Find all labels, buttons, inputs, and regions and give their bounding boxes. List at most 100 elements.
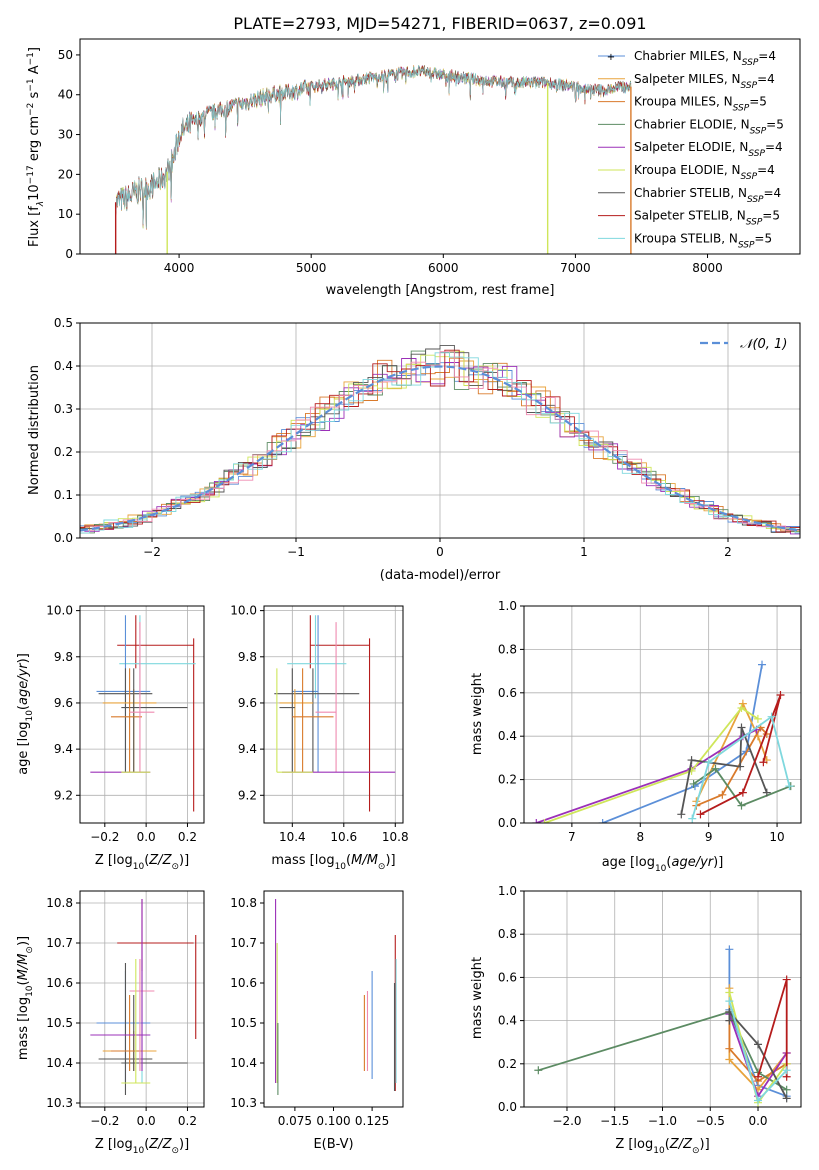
weight-line-chabrier_stelib: [728, 1009, 788, 1099]
label-part: )]: [713, 855, 723, 870]
label-part: Kroupa MILES, N: [634, 95, 733, 109]
label-part: SSP: [746, 218, 763, 228]
histogram-kroupa_stelib: [80, 352, 800, 534]
label-part: s: [27, 91, 42, 102]
label-part: mass [log: [271, 853, 334, 868]
ytick-label: 0: [65, 247, 73, 261]
label-part: mass [log: [16, 997, 31, 1060]
weight-point-chabrier_elodie: [711, 764, 720, 773]
xtick-label: 10.8: [382, 830, 409, 844]
label-part: (: [144, 1137, 149, 1152]
weight-point-salpeter_miles: [725, 1055, 734, 1064]
xtick-label: 7000: [560, 261, 591, 275]
ytick-label: 0.2: [54, 445, 73, 459]
label-part: 10: [25, 985, 35, 997]
label-part: Z [log: [615, 1137, 653, 1152]
ytick-label: 0.1: [54, 488, 73, 502]
xtick-label: 0.0: [748, 1114, 767, 1128]
label-part: ⊙: [171, 1146, 179, 1156]
axes-mass_vs_ebv: 0.075 0.100 0.125 10.3 10.4 10.5 10.6 10.7 10.8 E…: [230, 890, 404, 1152]
ytick-label: 10.6: [46, 976, 73, 990]
legend-label: Salpeter STELIB, NSSP=5: [634, 209, 780, 228]
label-part: SSP: [741, 81, 758, 91]
label-part: M/M: [16, 954, 31, 981]
spectrum-title: PLATE=2793, MJD=54271, FIBERID=0637, z=0…: [233, 14, 646, 33]
legend-label: Kroupa STELIB, NSSP=5: [634, 231, 772, 250]
label-part: )]: [700, 1137, 710, 1152]
frame-age_vs_mass: [263, 605, 404, 824]
label-part: =5: [754, 231, 772, 245]
massZ-xlabel: Z [log10(Z/Z⊙)]: [95, 1137, 189, 1156]
label-part: Z/Z: [669, 1137, 693, 1152]
weight-line-kroupa_stelib: [691, 715, 791, 819]
weight-line-salpeter_stelib: [757, 979, 788, 1078]
xtick-label: 0.2: [178, 1114, 197, 1128]
label-part: SSP: [748, 149, 765, 159]
xtick-label: −0.5: [696, 1114, 725, 1128]
label-part: )]: [16, 936, 31, 946]
label-part: Kroupa STELIB, N: [634, 231, 738, 245]
label-part: =4: [765, 140, 783, 154]
grid-age_vs_Z: [80, 606, 204, 823]
ageZ-ylabel: age [log10(age/yr)]: [16, 653, 35, 775]
weight-point-chabrier_stelib: [737, 723, 746, 732]
weight-point-kroupa_miles: [725, 1044, 734, 1053]
ytick-label: 10.0: [230, 604, 257, 618]
spectrum-line-kroupa_stelib: [115, 65, 632, 229]
weight-point-kroupa_stelib: [688, 814, 697, 823]
weight-point-chabrier_elodie: [689, 779, 698, 788]
ytick-label: 10.3: [46, 1096, 73, 1110]
ytick-label: 9.4: [238, 742, 257, 756]
weightZ-xlabel: Z [log10(Z/Z⊙)]: [615, 1137, 709, 1156]
label-part: 10: [655, 864, 667, 874]
massEBV-xlabel: E(B-V): [313, 1137, 353, 1152]
weight-point-kroupa_miles: [718, 790, 727, 799]
ytick-label: 10.6: [230, 976, 257, 990]
ytick-label: 10: [58, 207, 73, 221]
label-part: Z/Z: [148, 1137, 172, 1152]
label-part: Chabrier STELIB, N: [634, 186, 747, 200]
xtick-label: 8000: [692, 261, 723, 275]
ytick-label: 1.0: [498, 884, 517, 898]
ageZ-xlabel: Z [log10(Z/Z⊙)]: [95, 853, 189, 872]
weight-point-salpeter_stelib: [738, 788, 747, 797]
weight-point-salpeter_stelib: [696, 810, 705, 819]
frame-mass_vs_ebv: [263, 890, 404, 1108]
weight-point-chabrier_elodie: [782, 1085, 791, 1094]
xtick-label: −1.5: [600, 1114, 629, 1128]
ytick-label: 10.4: [46, 1056, 73, 1070]
ytick-label: 0.4: [498, 1014, 517, 1028]
ytick-label: 0.0: [54, 531, 73, 545]
xtick-label: 5000: [296, 261, 327, 275]
xtick-label: 9: [705, 830, 713, 844]
spectrum-line-kroupa_miles: [115, 64, 632, 230]
spectrum-line-chabrier_stelib: [115, 65, 632, 228]
weight-point-kroupa_elodie: [725, 988, 734, 997]
ytick-label: 10.5: [230, 1016, 257, 1030]
ytick-label: 50: [58, 48, 73, 62]
xtick-label: 10.4: [279, 830, 306, 844]
label-part: −1: [26, 78, 36, 91]
label-part: Kroupa ELODIE, N: [634, 163, 741, 177]
spectrum-line-salpeter_miles: [115, 64, 632, 228]
legend-label: Chabrier ELODIE, NSSP=5: [634, 117, 784, 136]
label-part: )]: [179, 1137, 189, 1152]
xtick-label: 0.0: [137, 1114, 156, 1128]
plot-mass_vs_ebv: [275, 899, 397, 1095]
grid-age_vs_mass: [264, 606, 403, 823]
weight-point-chabrier_stelib: [754, 1040, 763, 1049]
label-part: M/M: [351, 853, 378, 868]
spectrum-line-salpeter_elodie: [115, 65, 632, 227]
plot-weight_vs_age: [532, 660, 795, 823]
xtick-label: 0.2: [178, 830, 197, 844]
label-part: SSP: [733, 104, 750, 114]
legend-label: Kroupa ELODIE, NSSP=4: [634, 163, 775, 182]
label-part: 10: [27, 184, 42, 201]
weight-point-salpeter_stelib: [782, 975, 791, 984]
legend-label: Salpeter ELODIE, NSSP=4: [634, 140, 783, 159]
label-part: age/yr: [16, 662, 31, 705]
xtick-label: 0.125: [355, 1114, 389, 1128]
label-part: )]: [16, 653, 31, 663]
label-part: 10: [653, 1146, 665, 1156]
